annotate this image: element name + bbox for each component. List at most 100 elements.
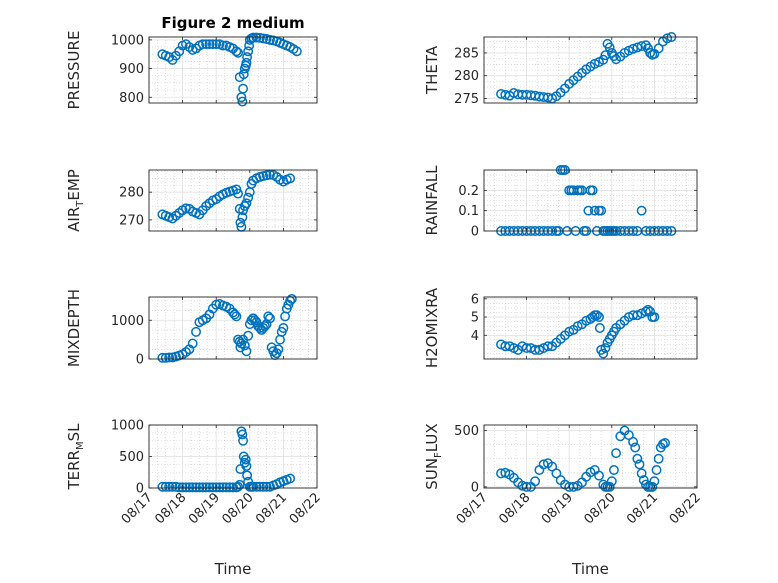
- y-tick-label: 0: [136, 482, 144, 497]
- data-point: [241, 346, 252, 357]
- y-tick-label: 275: [454, 92, 479, 107]
- y-axis-label-main: TERR: [65, 450, 83, 491]
- data-point: [242, 470, 253, 481]
- data-point: [263, 311, 274, 322]
- data-point: [594, 470, 604, 481]
- data-point: [157, 481, 168, 492]
- data-point: [265, 313, 275, 324]
- data-point: [251, 32, 262, 43]
- y-tick-label: 6: [471, 292, 479, 307]
- data-point: [600, 343, 611, 354]
- data-point: [235, 217, 246, 228]
- y-tick-label: 270: [119, 213, 144, 228]
- panel-mixdepth: 0 1000 MIXDEPTH: [65, 289, 318, 368]
- data-point: [233, 481, 243, 492]
- y-tick-label: 0.2: [458, 184, 479, 199]
- data-point: [242, 52, 253, 63]
- data-point: [630, 442, 641, 453]
- data-point: [211, 482, 222, 493]
- data-point: [204, 482, 215, 493]
- data-point: [604, 42, 615, 53]
- y-tick-label: 1000: [111, 419, 144, 434]
- data-point: [174, 482, 185, 493]
- figure-title: Figure 2 medium: [161, 14, 304, 32]
- data-point: [164, 352, 175, 363]
- axes-box: [148, 296, 318, 360]
- data-point: [197, 482, 208, 493]
- data-point: [229, 309, 240, 320]
- data-point: [248, 32, 259, 43]
- y-tick-label: 0: [471, 225, 479, 240]
- data-point: [636, 41, 647, 52]
- data-point: [204, 39, 215, 50]
- data-point: [233, 188, 243, 199]
- data-point: [251, 481, 262, 492]
- data-point: [191, 326, 201, 337]
- data-point: [640, 306, 651, 317]
- data-point: [243, 192, 254, 203]
- y-axis-label: PRESSURE: [65, 31, 83, 110]
- data-point: [628, 436, 639, 447]
- data-point: [611, 448, 622, 459]
- y-tick-label: 900: [119, 62, 144, 77]
- panel-rainfall: 0 0.1 0.2 RAINFALL: [423, 165, 698, 240]
- data-point: [238, 435, 249, 446]
- data-point: [243, 46, 254, 57]
- y-axis-label-main: THETA: [423, 45, 441, 95]
- y-axis-label-main: RAINFALL: [423, 165, 441, 236]
- data-point: [598, 54, 609, 65]
- y-axis-label-main: AIR: [65, 207, 83, 232]
- axes-box: [483, 169, 698, 232]
- axes-box: [483, 36, 698, 104]
- data-point: [181, 482, 191, 493]
- data-point: [254, 481, 265, 492]
- axes-box: [483, 296, 698, 360]
- data-point: [583, 205, 594, 216]
- data-point: [237, 212, 248, 223]
- data-point: [608, 465, 619, 475]
- x-axis-label: Time: [214, 560, 252, 578]
- data-point: [636, 205, 647, 216]
- y-axis-label-rest: LUX: [423, 423, 441, 452]
- data-point: [530, 476, 541, 487]
- data-point: [207, 39, 218, 50]
- data-point: [201, 482, 212, 493]
- data-point: [259, 321, 270, 332]
- y-axis-label-rest: SL: [65, 423, 83, 442]
- y-tick-label: 4: [471, 329, 479, 344]
- y-tick-label: 285: [454, 46, 479, 61]
- data-point: [285, 173, 296, 184]
- panel-air_temp: 270 280 AIRTEMP: [65, 169, 318, 232]
- data-point: [286, 293, 297, 304]
- y-axis-label: TERRMSL: [65, 423, 86, 491]
- data-point: [197, 39, 208, 50]
- y-axis-label: H2OMIXRA: [423, 287, 441, 368]
- data-point: [636, 468, 647, 479]
- data-point: [551, 468, 562, 479]
- data-point: [653, 453, 664, 464]
- data-point: [238, 83, 249, 94]
- y-axis-label-main: MIXDEPTH: [65, 289, 83, 367]
- data-point: [596, 205, 607, 216]
- data-point: [265, 169, 275, 180]
- data-point: [273, 344, 284, 355]
- data-point: [246, 315, 257, 326]
- data-point: [234, 479, 245, 490]
- data-point: [628, 43, 639, 54]
- data-point: [187, 482, 198, 493]
- data-point: [194, 482, 205, 493]
- data-point: [241, 198, 252, 209]
- data-point: [623, 430, 634, 441]
- x-axis-label: Time: [571, 560, 609, 578]
- data-point: [604, 481, 615, 492]
- y-axis-label-main: SUN: [423, 458, 441, 490]
- data-point: [184, 482, 195, 493]
- data-point: [243, 476, 254, 487]
- data-point: [651, 465, 662, 475]
- data-point: [632, 453, 643, 464]
- data-point: [231, 311, 242, 322]
- data-point: [598, 348, 609, 359]
- y-tick-label: 1000: [111, 314, 144, 329]
- y-tick-label: 0: [136, 353, 144, 368]
